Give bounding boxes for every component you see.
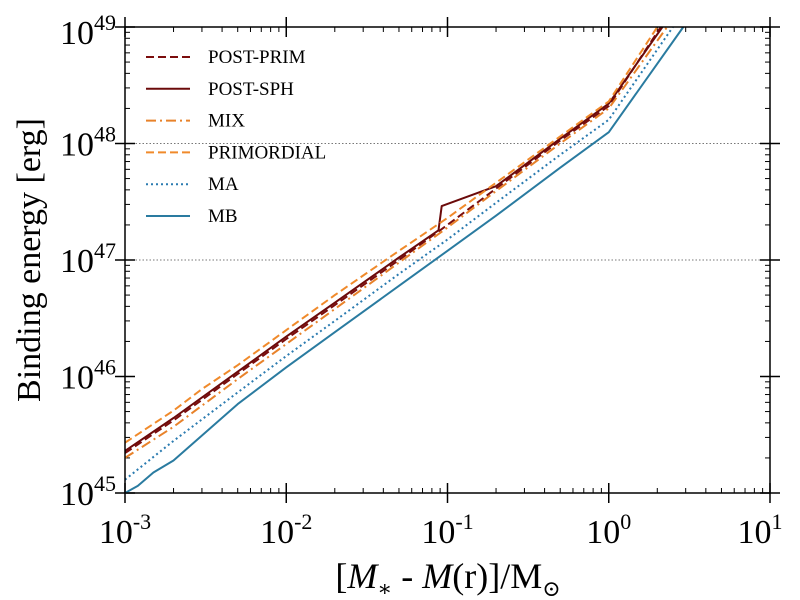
legend-label-mix: MIX (208, 111, 245, 132)
y-tick-label: 1047 (60, 238, 116, 280)
x-axis-label: [M∗ - M(r)]/M⊙ (335, 556, 560, 600)
series-line-mb (124, 26, 685, 494)
legend-label-post-prim: POST-PRIM (208, 47, 306, 68)
series-lines (124, 26, 685, 494)
x-tick-label: 10-3 (99, 509, 151, 551)
y-tick-labels: 1045 1046 1047 1048 1049 (60, 10, 116, 513)
reference-lines (125, 143, 770, 261)
y-tick-label: 1049 (60, 10, 116, 52)
y-axis-label: Binding energy [erg] (11, 118, 48, 402)
minor-ticks (125, 27, 770, 493)
legend-label-primordial: PRIMORDIAL (208, 142, 326, 163)
x-tick-label: 10-1 (421, 509, 473, 551)
x-tick-labels: 10-3 10-2 10-1 100 101 (99, 509, 783, 551)
legend-label-ma: MA (208, 174, 239, 195)
legend-label-mb: MB (208, 206, 238, 227)
series-line-post-prim (124, 26, 662, 454)
series-line-primordial (124, 26, 659, 444)
x-tick-label: 101 (738, 509, 783, 551)
y-tick-label: 1048 (60, 122, 116, 164)
y-tick-label: 1046 (60, 355, 116, 397)
legend: POST-PRIM POST-SPH MIX PRIMORDIAL MA MB (146, 47, 326, 227)
x-tick-label: 100 (586, 509, 631, 551)
y-tick-label: 1045 (60, 471, 116, 513)
series-line-post-sph (124, 26, 664, 452)
x-tick-label: 10-2 (260, 509, 312, 551)
legend-label-post-sph: POST-SPH (208, 79, 294, 100)
plot-frame (124, 26, 771, 494)
series-line-ma (124, 26, 674, 481)
